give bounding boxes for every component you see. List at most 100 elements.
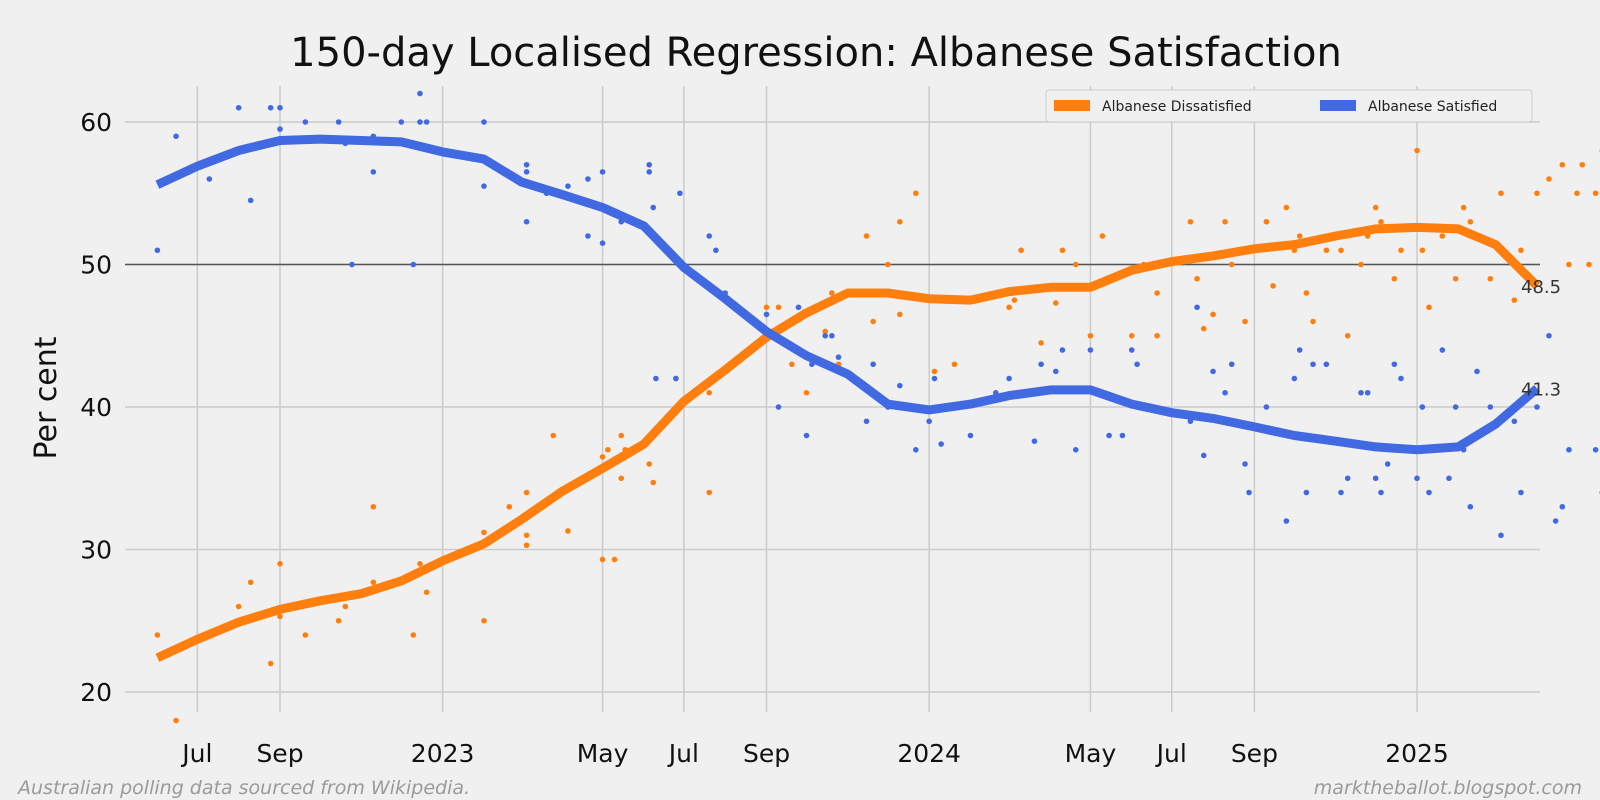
dissatisfied-poll-point <box>1534 190 1540 197</box>
x-tick-label: Sep <box>256 739 303 768</box>
satisfied-poll-point <box>423 119 430 125</box>
dissatisfied-poll-point <box>1072 261 1079 268</box>
dissatisfied-poll-point <box>1222 218 1228 225</box>
dissatisfied-poll-point <box>618 432 625 439</box>
satisfied-poll-point <box>1059 347 1066 353</box>
satisfied-poll-point <box>599 169 606 175</box>
satisfied-poll-point <box>370 169 377 175</box>
x-tick-label: Sep <box>743 739 790 768</box>
satisfied-poll-point <box>803 432 810 439</box>
dissatisfied-poll-point <box>523 489 530 496</box>
satisfied-poll-point <box>1534 404 1540 410</box>
satisfied-poll-point <box>775 404 782 410</box>
satisfied-poll-point <box>1222 389 1228 396</box>
satisfied-poll-point <box>913 446 919 453</box>
satisfied-poll-point <box>1210 368 1216 375</box>
satisfied-poll-point <box>302 119 309 125</box>
dissatisfied-poll-point <box>1419 247 1426 254</box>
satisfied-poll-point <box>1291 375 1298 382</box>
dissatisfied-poll-point <box>1099 233 1106 239</box>
dissatisfied-poll-point <box>1592 190 1599 197</box>
satisfied-poll-point <box>235 104 242 111</box>
end-labels: 48.5 41.3 <box>1521 277 1561 401</box>
dissatisfied-poll-point <box>335 617 342 624</box>
satisfied-poll-point <box>1398 375 1404 382</box>
satisfied-poll-point <box>863 418 870 425</box>
satisfied-poll-point <box>1338 489 1344 496</box>
footer-source: Australian polling data sourced from Wik… <box>16 777 470 799</box>
satisfied-poll-point <box>1467 503 1474 510</box>
dissatisfied-poll-point <box>706 489 713 496</box>
dissatisfied-poll-point <box>302 632 309 638</box>
dissatisfied-poll-point <box>1358 261 1364 268</box>
satisfied-poll-point <box>1592 446 1599 453</box>
dissatisfied-poll-point <box>913 190 919 197</box>
satisfied-poll-point <box>763 311 770 318</box>
dissatisfied-poll-point <box>1200 325 1207 332</box>
satisfied-poll-point <box>795 304 802 311</box>
satisfied-poll-point <box>154 247 161 254</box>
dissatisfied-poll-point <box>277 560 283 567</box>
legend-swatch-dissatisfied <box>1054 100 1090 111</box>
satisfied-poll-point <box>646 161 653 168</box>
satisfied-poll-point <box>1452 404 1459 410</box>
dissatisfied-poll-point <box>523 532 530 539</box>
dissatisfied-poll-point <box>481 529 487 536</box>
dissatisfied-poll-point <box>822 328 828 335</box>
dissatisfied-poll-point <box>863 233 870 239</box>
dissatisfied-poll-point <box>1210 311 1216 318</box>
satisfied-poll-point <box>822 332 828 339</box>
satisfied-poll-point <box>835 354 842 360</box>
satisfied-poll-point <box>585 233 591 239</box>
satisfied-poll-point <box>1087 347 1094 353</box>
satisfied-poll-point <box>1552 518 1559 524</box>
satisfied-poll-point <box>1439 347 1446 353</box>
dissatisfied-poll-point <box>277 613 283 620</box>
dissatisfied-poll-point <box>1439 233 1446 239</box>
dissatisfied-poll-point <box>1579 161 1586 168</box>
satisfied-end-label: 41.3 <box>1521 379 1561 400</box>
dissatisfied-poll-point <box>1398 247 1404 254</box>
satisfied-poll-point <box>1344 475 1351 482</box>
dissatisfied-poll-point <box>775 304 782 311</box>
satisfied-poll-point <box>1072 446 1079 453</box>
satisfied-poll-point <box>410 261 417 268</box>
dissatisfied-poll-point <box>1323 247 1330 254</box>
dissatisfied-poll-point <box>1426 304 1432 311</box>
satisfied-poll-point <box>1006 375 1012 382</box>
x-tick-label: 2024 <box>897 739 961 768</box>
dissatisfied-poll-point <box>342 603 349 610</box>
dissatisfied-poll-point <box>1052 300 1059 306</box>
dissatisfied-poll-point <box>247 579 254 586</box>
dissatisfied-poll-point <box>481 617 487 624</box>
y-tick-label: 30 <box>80 536 112 565</box>
chart-title: 150-day Localised Regression: Albanese S… <box>290 30 1342 76</box>
dissatisfied-poll-point <box>1574 190 1580 197</box>
satisfied-poll-point <box>1384 461 1391 467</box>
dissatisfied-poll-point <box>1038 340 1044 346</box>
dissatisfied-poll-point <box>1460 204 1467 211</box>
satisfied-poll-point <box>1414 475 1420 482</box>
satisfied-poll-point <box>1323 361 1330 368</box>
dissatisfied-poll-point <box>1310 318 1316 325</box>
satisfied-poll-point <box>277 104 283 111</box>
satisfied-poll-point <box>1052 368 1059 375</box>
dissatisfied-poll-point <box>1518 247 1524 254</box>
satisfied-poll-point <box>1518 489 1524 496</box>
satisfied-poll-point <box>1426 489 1432 496</box>
dissatisfied-poll-point <box>1283 204 1290 211</box>
dissatisfied-poll-point <box>1511 297 1518 303</box>
dissatisfied-poll-point <box>1559 161 1566 168</box>
dissatisfied-poll-point <box>1566 261 1572 268</box>
legend-label-satisfied: Albanese Satisfied <box>1368 99 1497 115</box>
satisfied-poll-point <box>1128 347 1135 353</box>
satisfied-poll-point <box>206 176 213 182</box>
y-tick-label: 60 <box>80 108 112 137</box>
dissatisfied-poll-point <box>1228 261 1235 268</box>
y-tick-label: 50 <box>80 251 112 280</box>
y-tick-label: 40 <box>80 393 112 422</box>
satisfied-poll-point <box>1200 452 1207 459</box>
dissatisfied-poll-point <box>1296 233 1303 239</box>
dissatisfied-poll-point <box>1414 147 1420 154</box>
